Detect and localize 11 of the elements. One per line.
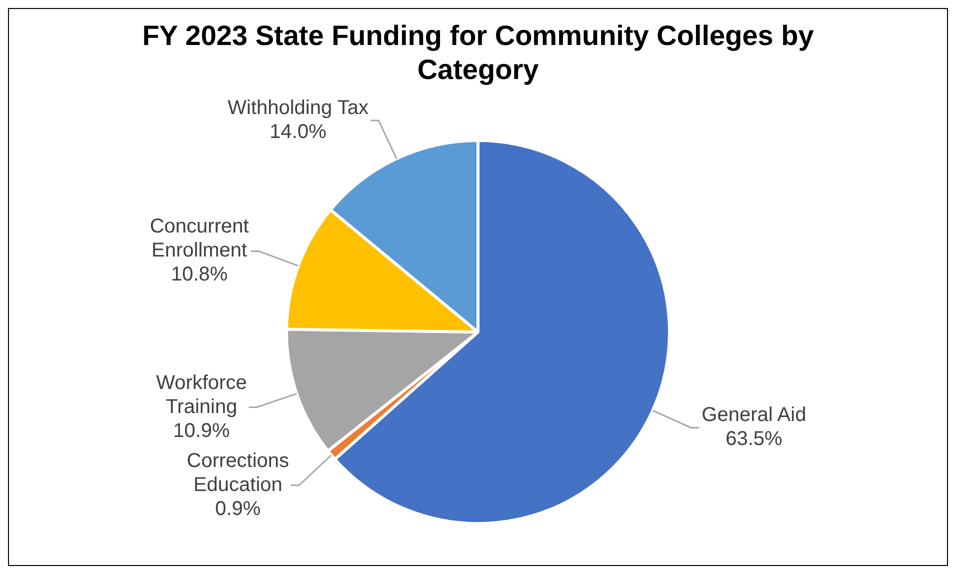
chart-title: FY 2023 State Funding for Community Colleges by Category xyxy=(141,19,815,87)
data-label: 10.9% xyxy=(173,420,230,442)
slice-label: Workforce Training xyxy=(156,372,247,418)
slice-label: Concurrent Enrollment xyxy=(150,216,250,262)
data-label: 0.9% xyxy=(215,498,261,520)
data-label: 10.8% xyxy=(170,264,228,286)
data-label: 14.0% xyxy=(270,121,327,144)
data-label: 63.5% xyxy=(726,428,782,450)
slice-label: Withholding Tax xyxy=(228,97,368,120)
slice-label: Corrections Education xyxy=(186,450,290,496)
slice-label: General Aid xyxy=(702,404,806,426)
